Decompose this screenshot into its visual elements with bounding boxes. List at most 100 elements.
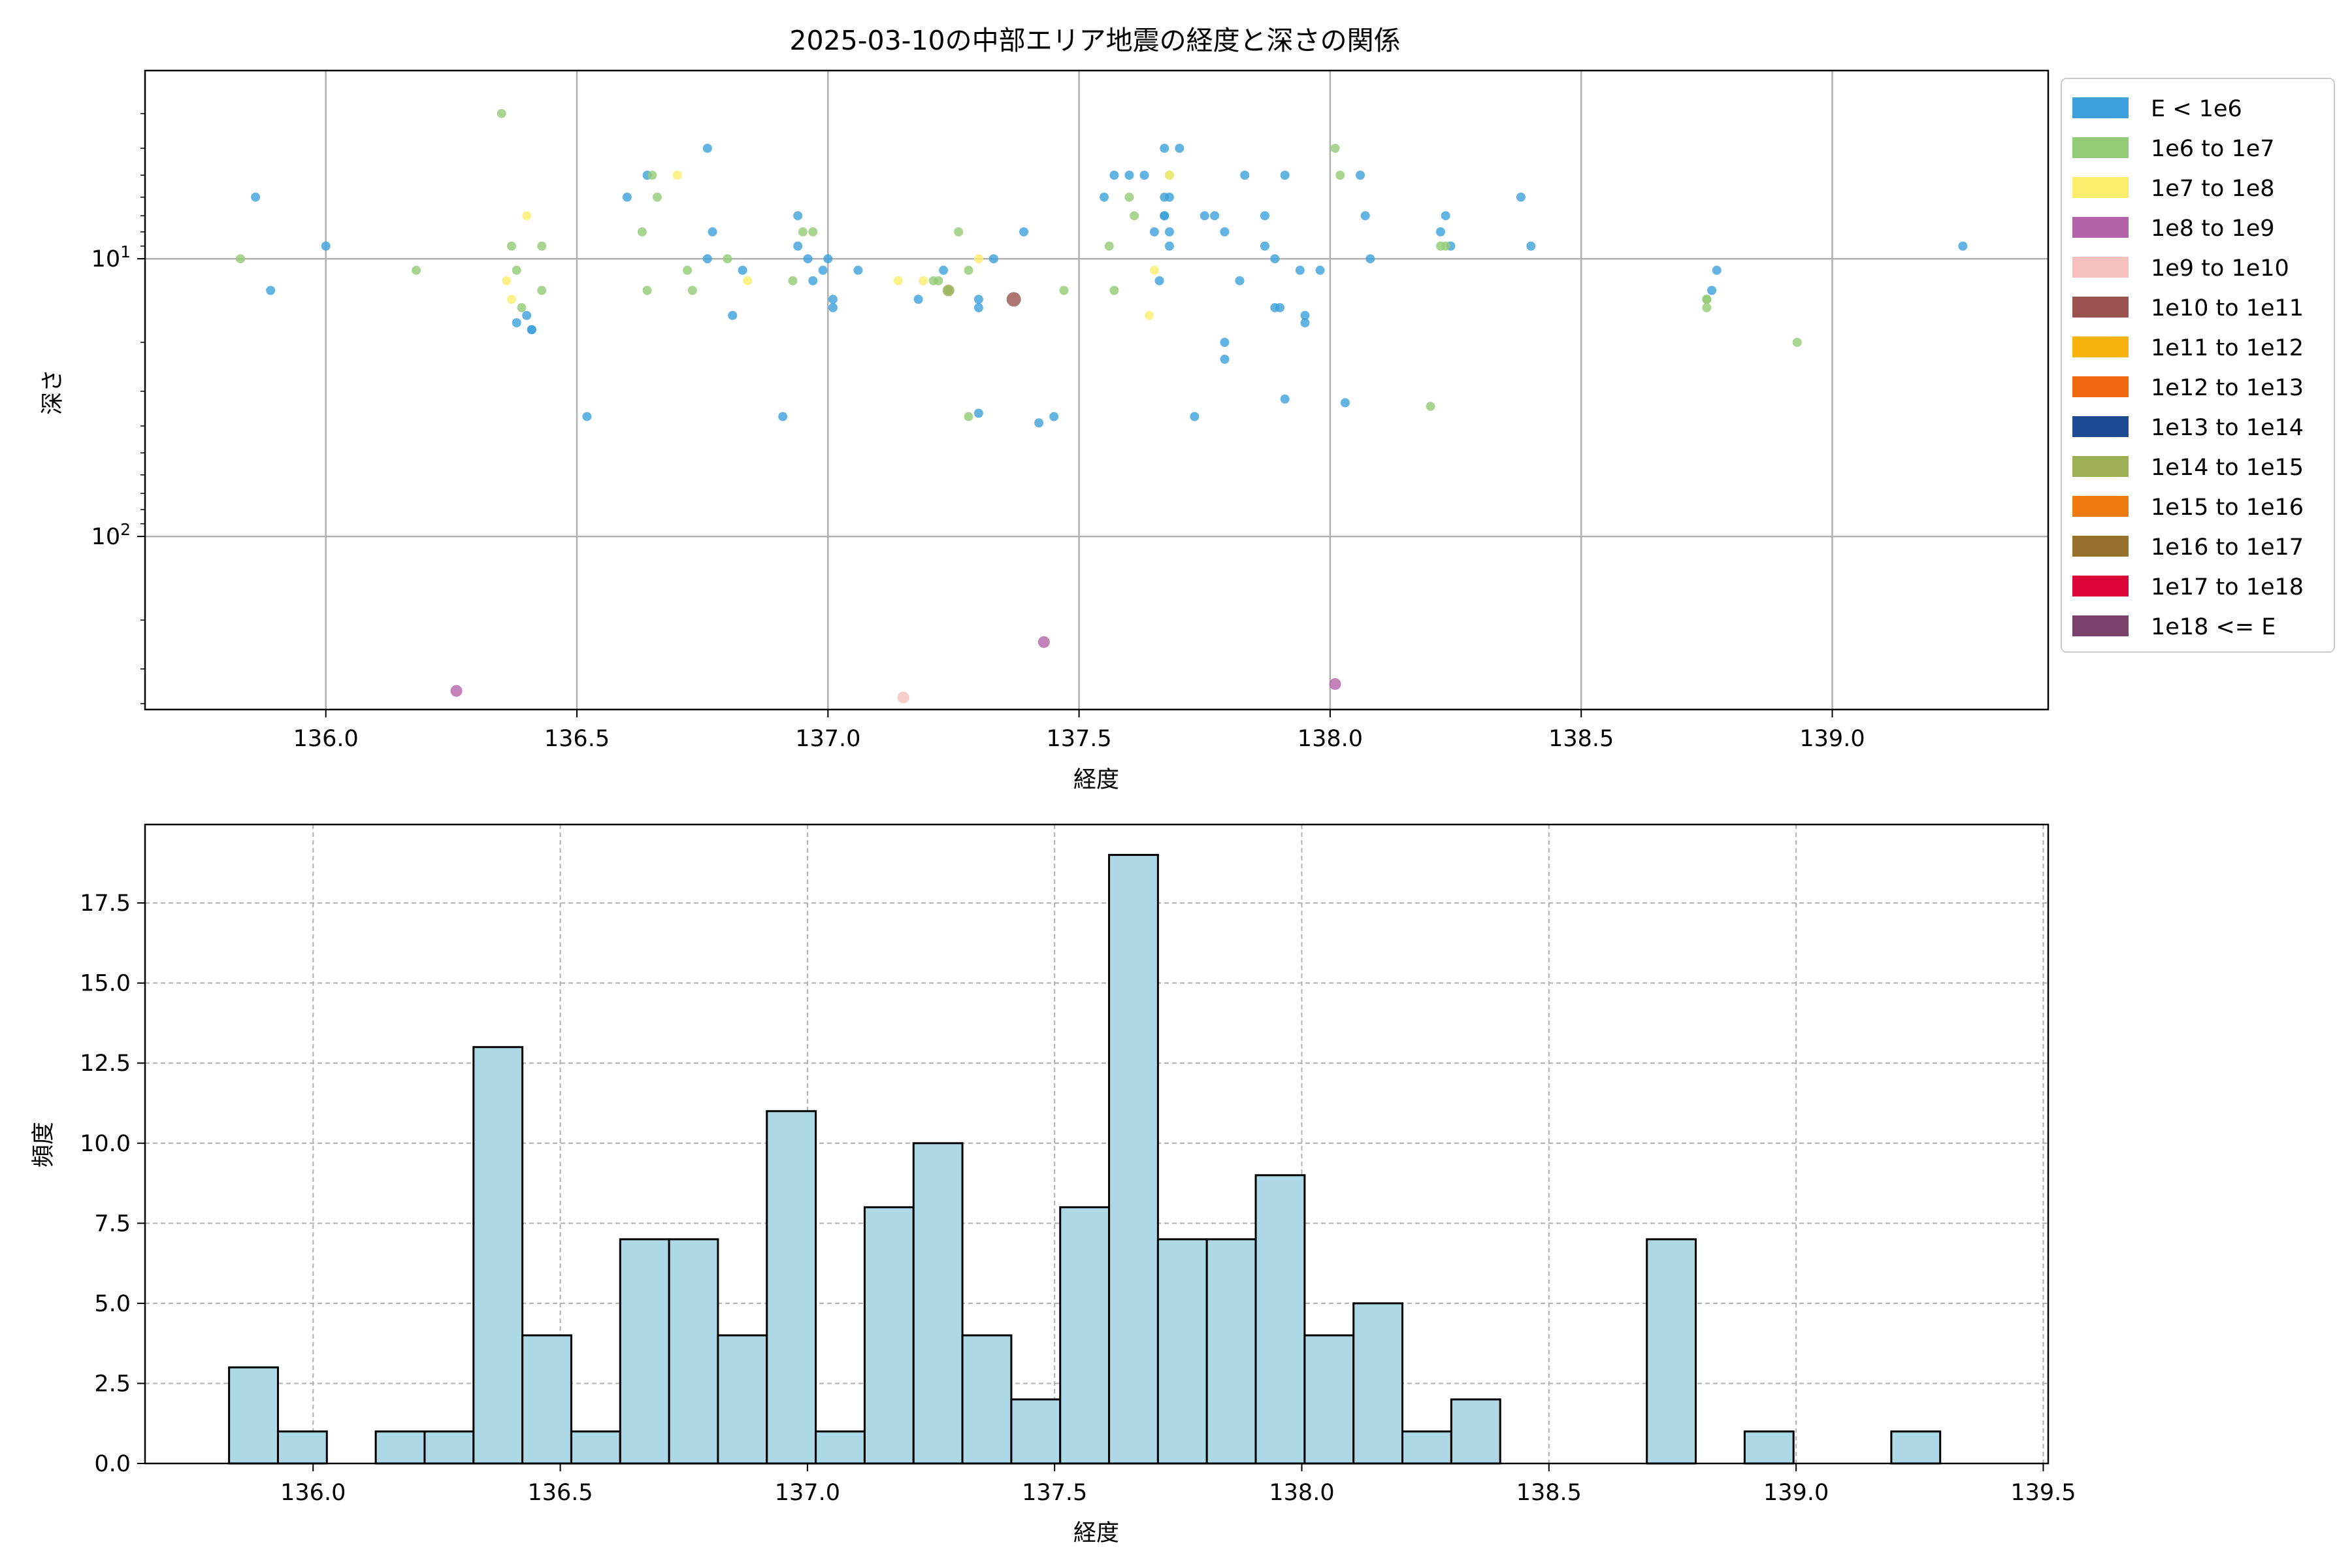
scatter-point: [527, 325, 536, 335]
histogram-x-tick-label: 138.0: [1269, 1480, 1334, 1506]
scatter-y-tick-label: 101: [91, 242, 131, 272]
scatter-x-tick-label: 137.5: [1046, 726, 1111, 752]
legend-label: 1e9 to 1e10: [2151, 255, 2289, 282]
histogram-bar: [1401, 1430, 1452, 1465]
scatter-point: [1270, 254, 1280, 264]
histogram-bar: [863, 1206, 915, 1465]
scatter-x-tick-label: 136.5: [544, 726, 610, 752]
histogram-bar: [815, 1430, 866, 1465]
histogram-y-tick-label: 10.0: [80, 1131, 131, 1157]
scatter-point: [1164, 241, 1174, 251]
scatter-point: [266, 286, 276, 295]
scatter-point: [778, 412, 788, 421]
legend-swatch: [2072, 496, 2129, 517]
legend-swatch: [2072, 576, 2129, 596]
legend-label: 1e11 to 1e12: [2151, 335, 2304, 361]
scatter-plot: 136.0 136.5 137.0 137.5 138.0 138.5 139.0 1011…: [40, 69, 2335, 793]
scatter-point: [1329, 678, 1341, 690]
histogram-bar: [228, 1366, 279, 1465]
scatter-point: [582, 412, 592, 421]
scatter-point: [973, 295, 983, 304]
scatter-point: [1240, 171, 1250, 180]
scatter-point: [973, 302, 983, 312]
scatter-point: [637, 227, 647, 237]
legend-swatch: [2072, 615, 2129, 636]
legend-label: 1e17 to 1e18: [2151, 574, 2304, 600]
scatter-x-tick-label: 138.5: [1548, 726, 1614, 752]
scatter-point: [934, 276, 943, 286]
scatter-point: [1164, 192, 1174, 202]
scatter-point: [1109, 286, 1119, 295]
legend-swatch: [2072, 456, 2129, 477]
scatter-point: [1049, 412, 1059, 421]
histogram-bar: [1646, 1238, 1697, 1465]
scatter-point: [973, 408, 983, 418]
legend-label: 1e14 to 1e15: [2151, 455, 2304, 481]
scatter-point: [1160, 211, 1169, 221]
scatter-point: [793, 211, 803, 221]
scatter-point: [964, 265, 973, 275]
histogram-bars: [228, 854, 1942, 1465]
scatter-point: [1280, 171, 1290, 180]
legend-label: 1e18 <= E: [2151, 614, 2276, 640]
scatter-x-tick-label: 136.0: [293, 726, 359, 752]
scatter-point: [1109, 171, 1119, 180]
histogram-bar: [1010, 1398, 1062, 1465]
scatter-point: [1441, 211, 1450, 221]
histogram-y-tick-label: 7.5: [94, 1211, 131, 1237]
histogram-bar: [912, 1142, 964, 1465]
scatter-point: [942, 284, 955, 297]
legend-swatch: [2072, 217, 2129, 238]
scatter-point: [1707, 286, 1717, 295]
legend-label: 1e10 to 1e11: [2151, 295, 2304, 321]
scatter-point: [522, 310, 532, 320]
histogram-bar: [423, 1430, 475, 1465]
histogram-bar: [1156, 1238, 1208, 1465]
histogram-y-ticks: 0.0 2.5 5.0 7.5 10.0 12.5 15.0 17.5: [80, 890, 145, 1477]
scatter-point: [702, 143, 712, 153]
legend-swatch: [2072, 177, 2129, 198]
scatter-point: [728, 310, 738, 320]
histogram-bar: [717, 1334, 768, 1465]
legend-swatch: [2072, 257, 2129, 278]
histogram-x-tick-label: 136.0: [280, 1480, 346, 1506]
legend-label: 1e13 to 1e14: [2151, 415, 2304, 441]
legend-label: 1e16 to 1e17: [2151, 534, 2304, 561]
histogram-x-tick-label: 137.5: [1022, 1480, 1087, 1506]
scatter-points: [236, 108, 1968, 704]
histogram-x-tick-label: 137.0: [775, 1480, 840, 1506]
scatter-x-ticks: 136.0 136.5 137.0 137.5 138.0 138.5 139.0: [293, 710, 1865, 752]
figure-title: 2025-03-10の中部エリア地震の経度と深さの関係: [789, 25, 1400, 56]
legend-label: 1e6 to 1e7: [2151, 136, 2275, 162]
scatter-point: [1190, 412, 1200, 421]
scatter-point: [1160, 143, 1169, 153]
histogram-bar: [521, 1334, 572, 1465]
histogram-y-tick-label: 5.0: [94, 1291, 131, 1317]
scatter-point: [412, 265, 421, 275]
scatter-x-tick-label: 139.0: [1799, 726, 1865, 752]
histogram-bar: [276, 1430, 328, 1465]
scatter-point: [988, 254, 998, 264]
legend-swatch: [2072, 297, 2129, 318]
scatter-point: [1220, 354, 1230, 364]
histogram-bar: [668, 1238, 719, 1465]
scatter-point: [687, 286, 697, 295]
histogram-bar: [619, 1238, 670, 1465]
legend-swatch: [2072, 416, 2129, 437]
legend-label: 1e15 to 1e16: [2151, 495, 2304, 521]
histogram-y-axis-label: 頻度: [31, 1122, 57, 1168]
scatter-x-axis-label: 経度: [1073, 767, 1119, 793]
histogram-bar: [1303, 1334, 1355, 1465]
scatter-point: [517, 302, 527, 312]
scatter-point: [1260, 241, 1269, 251]
scatter-point: [1526, 241, 1536, 251]
scatter-point: [1175, 143, 1184, 153]
scatter-point: [1260, 211, 1269, 221]
scatter-point: [808, 276, 818, 286]
scatter-point: [652, 192, 662, 202]
scatter-point: [450, 685, 463, 697]
histogram-x-tick-label: 139.0: [1763, 1480, 1829, 1506]
histogram-y-tick-label: 17.5: [80, 890, 131, 917]
scatter-point: [1441, 241, 1450, 251]
